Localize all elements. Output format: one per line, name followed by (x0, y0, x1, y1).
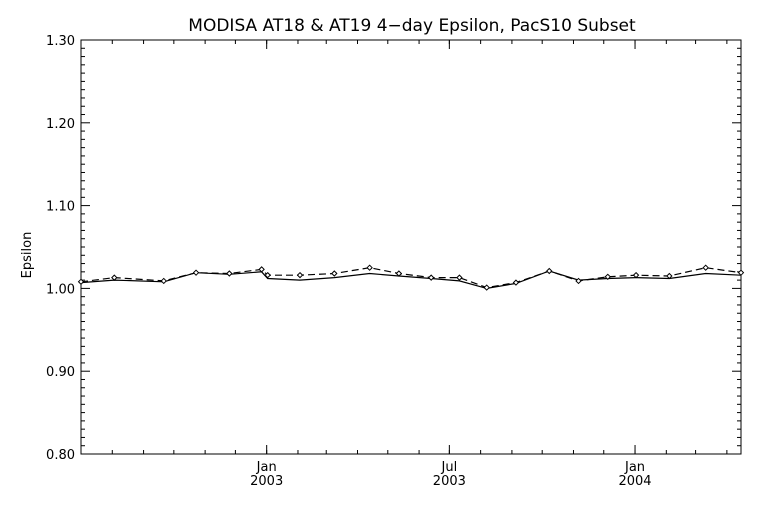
plot-frame (80, 39, 742, 455)
y-tick-label: 1.00 (46, 282, 75, 297)
y-tick-label: 1.30 (46, 34, 75, 49)
y-tick-label: 0.80 (46, 448, 75, 463)
x-tick-label-month: Jan (624, 460, 645, 475)
series-2-point (604, 273, 611, 281)
x-tick-label-year: 2003 (433, 474, 466, 489)
series-2-point (258, 266, 265, 273)
series-2-point (702, 264, 709, 271)
x-tick-label-month: Jan (256, 460, 277, 475)
series-2-point (226, 270, 233, 277)
y-axis-label: Epsilon (20, 232, 35, 279)
minor-ticks (80, 40, 741, 454)
series-2-point (546, 267, 553, 275)
y-tick-label: 0.90 (46, 365, 75, 380)
x-tick-label-year: 2003 (250, 474, 283, 489)
series-2-point (456, 274, 463, 281)
series-2-point (575, 277, 582, 285)
chart-title: MODISA AT18 & AT19 4−day Epsilon, PacS10… (188, 16, 636, 36)
series-2-point (264, 271, 271, 279)
series-2-line (80, 267, 742, 289)
series-2-point (296, 271, 304, 279)
series-2-point (632, 271, 640, 279)
series-2-point (331, 270, 338, 277)
series-2-point (111, 274, 118, 281)
series-2-point (192, 269, 200, 276)
series-2-point (666, 272, 673, 280)
series-2-point (77, 278, 85, 285)
series-2-point (395, 270, 403, 277)
series-2-point (512, 279, 520, 286)
series-2-point (483, 284, 490, 291)
y-tick-label: 1.20 (46, 117, 75, 132)
series-1-line (80, 270, 742, 290)
series-group (77, 264, 745, 291)
series-2-point (160, 277, 167, 285)
series-2-point (737, 269, 745, 276)
x-tick-label-month: Jul (441, 460, 458, 475)
y-tick-label: 1.10 (46, 200, 75, 215)
x-tick-label-year: 2004 (618, 474, 651, 489)
series-2-point (427, 274, 435, 281)
y-ticks: 0.80 0.90 1.00 1.10 1.20 1.30 (46, 34, 741, 463)
series-2-point (366, 264, 373, 271)
